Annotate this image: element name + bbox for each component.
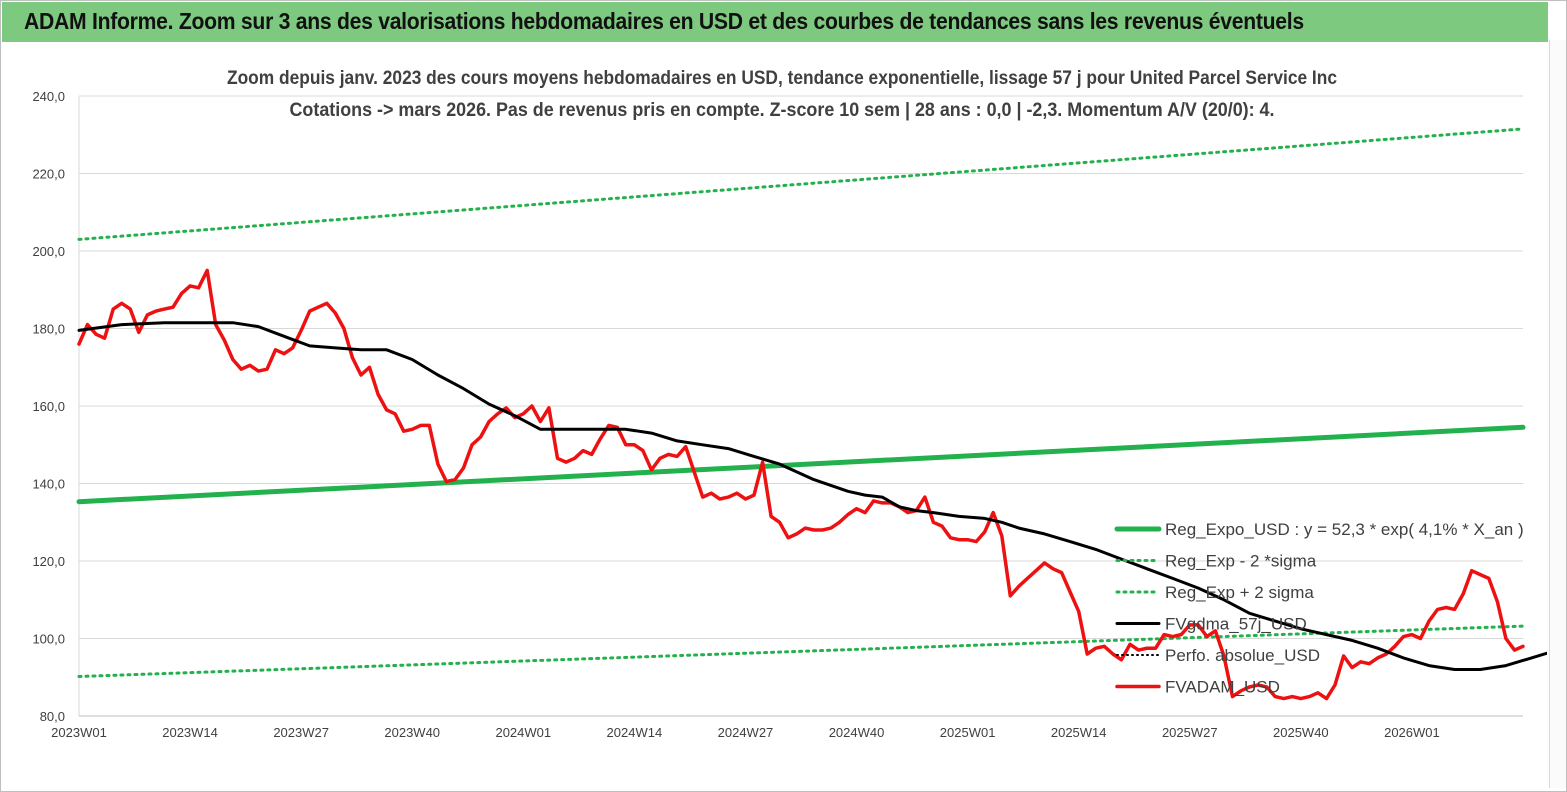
scrollbar-edge <box>1549 40 1566 788</box>
chart-title: Zoom depuis janv. 2023 des cours moyens … <box>227 68 1337 89</box>
y-tick-label: 160,0 <box>32 399 65 414</box>
x-axis-ticks: 2023W01 2023W14 2023W27 2023W40 2024W01 2024W… <box>51 725 1440 740</box>
report-banner: ADAM Informe. Zoom sur 3 ans des valoris… <box>2 2 1548 42</box>
y-tick-label: 100,0 <box>32 632 65 647</box>
y-tick-label: 140,0 <box>32 477 65 492</box>
series-lines <box>76 127 1547 701</box>
y-tick-label: 220,0 <box>32 167 65 182</box>
legend-label: FVgdma_57j_USD <box>1165 615 1307 634</box>
legend-label: Perfo. absolue_USD <box>1165 646 1320 665</box>
legend: Reg_Expo_USD : y = 52,3 * exp( 4,1% * X_… <box>1114 520 1524 697</box>
y-axis-ticks: 80,0 100,0 120,0 140,0 160,0 180,0 200,0 220,0 2… <box>32 89 65 724</box>
x-tick-label: 2025W14 <box>1051 725 1107 740</box>
legend-label: Reg_Exp - 2 *sigma <box>1165 552 1317 571</box>
line-chart: Zoom depuis janv. 2023 des cours moyens … <box>32 68 1547 740</box>
y-tick-label: 80,0 <box>40 709 65 724</box>
x-tick-label: 2025W40 <box>1273 725 1329 740</box>
x-tick-label: 2026W01 <box>1384 725 1440 740</box>
x-tick-label: 2024W14 <box>607 725 663 740</box>
series-line-0 <box>76 424 1526 505</box>
report-title: ADAM Informe. Zoom sur 3 ans des valoris… <box>24 8 1304 34</box>
legend-label: FVADAM_USD <box>1165 678 1280 697</box>
series-line-5 <box>77 268 1525 701</box>
series-line-3 <box>77 321 1547 671</box>
axes <box>78 96 1523 717</box>
series-line-1 <box>77 624 1525 678</box>
legend-label: Reg_Expo_USD : y = 52,3 * exp( 4,1% * X_… <box>1165 520 1524 539</box>
gridlines <box>79 95 1523 639</box>
x-tick-label: 2023W27 <box>273 725 329 740</box>
x-tick-label: 2024W40 <box>829 725 885 740</box>
series-line-2 <box>77 127 1525 241</box>
x-tick-label: 2025W27 <box>1162 725 1218 740</box>
x-tick-label: 2024W27 <box>718 725 774 740</box>
x-tick-label: 2023W14 <box>162 725 218 740</box>
legend-label: Reg_Exp + 2 sigma <box>1165 583 1314 602</box>
y-tick-label: 200,0 <box>32 244 65 259</box>
y-tick-label: 240,0 <box>32 89 65 104</box>
chart-subtitle: Cotations -> mars 2026. Pas de revenus p… <box>290 100 1275 121</box>
y-tick-label: 180,0 <box>32 322 65 337</box>
x-tick-label: 2023W40 <box>384 725 440 740</box>
y-tick-label: 120,0 <box>32 554 65 569</box>
x-tick-label: 2025W01 <box>940 725 996 740</box>
x-tick-label: 2023W01 <box>51 725 107 740</box>
x-tick-label: 2024W01 <box>495 725 551 740</box>
